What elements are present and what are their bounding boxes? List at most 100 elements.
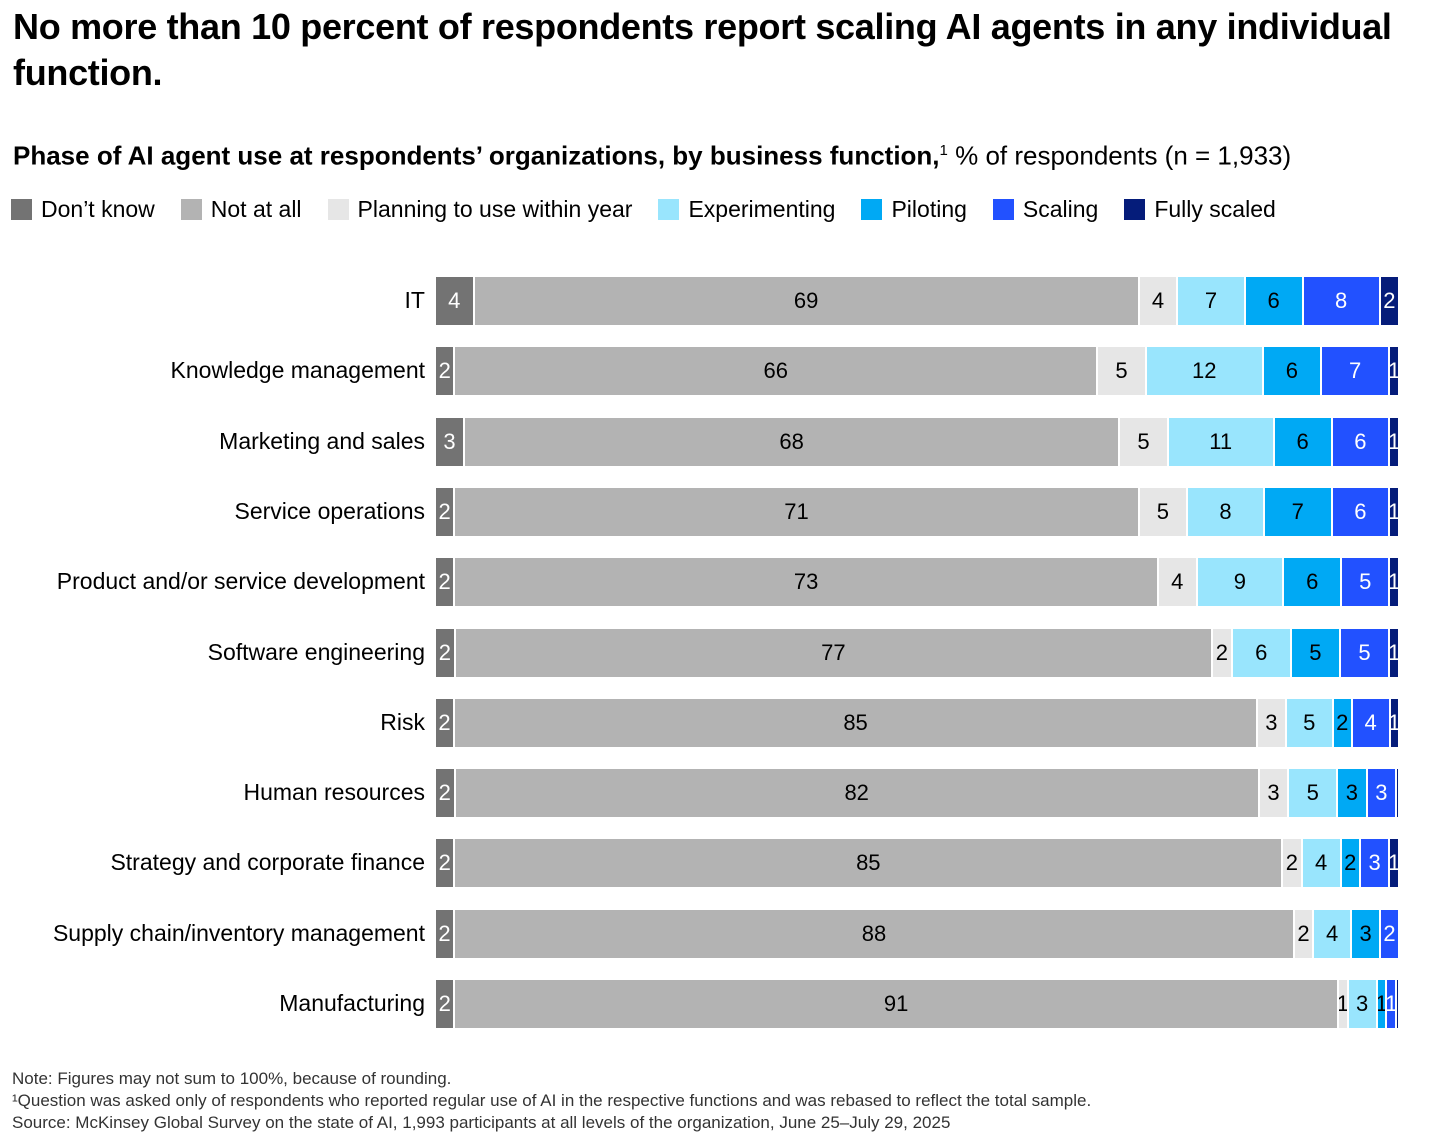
data-label: 3 [1359,920,1372,946]
data-label: 1 [1390,498,1398,524]
data-label: 3 [1368,850,1381,876]
data-label: 4 [448,288,461,313]
data-label: 88 [861,920,887,946]
data-label: 6 [1296,428,1309,454]
bar-segment-scaling: 3 [1367,769,1396,818]
legend-label: Don’t know [41,196,155,222]
data-label: 91 [883,991,909,1016]
bar-segment-experimenting: 6 [1232,628,1290,677]
bar-segment-don-t-know: 2 [436,487,454,536]
data-label: 2 [1297,920,1310,946]
chart-subtitle: Phase of AI agent use at respondents’ or… [13,134,1291,173]
bar-segment-not-at-all: 88 [455,909,1293,958]
bar-segment-piloting: 7 [1265,487,1331,536]
bar-segment-fully-scaled: 1 [1390,417,1398,466]
legend-label: Experimenting [688,196,836,222]
category-label: Manufacturing [279,990,425,1016]
data-label: 2 [1383,288,1396,313]
note-rounding: Note: Figures may not sum to 100%, becau… [12,1069,452,1088]
legend-label: Not at all [210,196,302,222]
bar-segment-planning-to-use-within-year: 1 [1338,980,1347,1028]
data-label: 1 [1390,639,1398,665]
bar-segment-piloting: 1 [1377,980,1386,1028]
category-label: Service operations [234,497,426,524]
bar-segment-planning-to-use-within-year: 3 [1258,698,1285,747]
legend-item: Don’t know [11,194,155,224]
data-label: 4 [1326,920,1339,946]
legend: Don’t know Not at all Planning to use with… [11,194,1302,224]
data-label: 2 [438,498,451,524]
data-label: 7 [1204,288,1218,313]
legend-item: Planning to use within year [327,194,633,224]
bar-segment-fully-scaled: 2 [1380,277,1398,325]
bar-segment-scaling: 1 [1387,980,1396,1028]
data-label: 5 [1358,639,1371,665]
data-label: 3 [1267,780,1280,806]
subtitle-units: % of respondents (n = 1,933) [947,140,1292,171]
bar-segment-don-t-know: 2 [436,769,454,818]
category-label: Marketing and sales [219,427,425,454]
category-label: Strategy and corporate finance [110,849,425,876]
data-label: 5 [1309,639,1322,665]
data-label: 1 [1390,709,1398,735]
bar-segment-planning-to-use-within-year: 4 [1159,558,1196,607]
category-label: Software engineering [207,638,425,665]
data-label: 7 [1349,358,1362,384]
bar-segment-planning-to-use-within-year: 5 [1120,417,1167,466]
data-label: 8 [1335,288,1348,313]
bar-segment-experimenting: 7 [1178,277,1244,325]
bar-segment-don-t-know: 2 [436,347,454,396]
data-label: 2 [438,850,451,876]
bar-segment-don-t-know: 2 [436,628,454,677]
legend-swatch [11,198,32,220]
data-label: 5 [1359,569,1372,595]
data-label: 2 [438,639,451,665]
bar-segment-don-t-know: 2 [436,839,454,888]
bar-segment-don-t-know: 3 [436,417,463,466]
data-label: 6 [1285,358,1298,384]
bar-segment-fully-scaled [1397,980,1399,1028]
data-label: 6 [1267,288,1280,313]
bar-segment-piloting: 6 [1263,347,1321,396]
bar-segment-piloting: 3 [1338,769,1366,818]
bar-segment-scaling: 4 [1352,698,1389,747]
bar-segment-scaling: 8 [1303,277,1379,325]
bar-segment-planning-to-use-within-year: 3 [1259,769,1288,818]
data-label: 1 [1338,991,1347,1016]
bar-segment-fully-scaled: 1 [1390,839,1398,888]
legend-label: Piloting [891,196,967,222]
data-label: 85 [843,709,868,735]
legend-swatch [658,198,680,220]
data-label: 2 [1336,709,1349,735]
category-label: IT [404,287,425,313]
data-label: 2 [1285,850,1298,876]
data-label: 6 [1255,639,1268,665]
legend-label: Fully scaled [1154,196,1276,222]
bar-segment-don-t-know: 2 [436,909,454,958]
bar-segment-scaling: 6 [1332,417,1389,466]
bar-segment-fully-scaled: 1 [1390,487,1398,536]
bar-segment-piloting: 6 [1245,277,1302,325]
bar-segment-not-at-all: 71 [455,487,1138,536]
bar-segment-scaling: 3 [1361,839,1389,888]
category-label: Risk [380,708,425,735]
bar-segment-not-at-all: 69 [474,277,1138,325]
legend-item: Scaling [992,194,1098,224]
data-label: 1 [1390,358,1398,384]
data-label: 5 [1115,358,1128,384]
data-label: 2 [438,920,451,946]
data-label: 5 [1137,428,1150,454]
legend-label: Planning to use within year [357,196,633,222]
bar-segment-not-at-all: 73 [455,558,1157,607]
bar-segment-experimenting: 8 [1187,487,1264,536]
data-label: 66 [763,358,789,384]
bar-segment-planning-to-use-within-year: 2 [1283,839,1301,888]
data-label: 4 [1151,288,1165,313]
legend-swatch [861,198,883,220]
bar-segment-planning-to-use-within-year: 2 [1213,628,1231,677]
data-label: 82 [844,780,869,806]
bar-segment-don-t-know: 2 [436,698,453,747]
legend-item: Fully scaled [1124,194,1276,224]
bar-segment-experimenting: 3 [1348,980,1376,1028]
